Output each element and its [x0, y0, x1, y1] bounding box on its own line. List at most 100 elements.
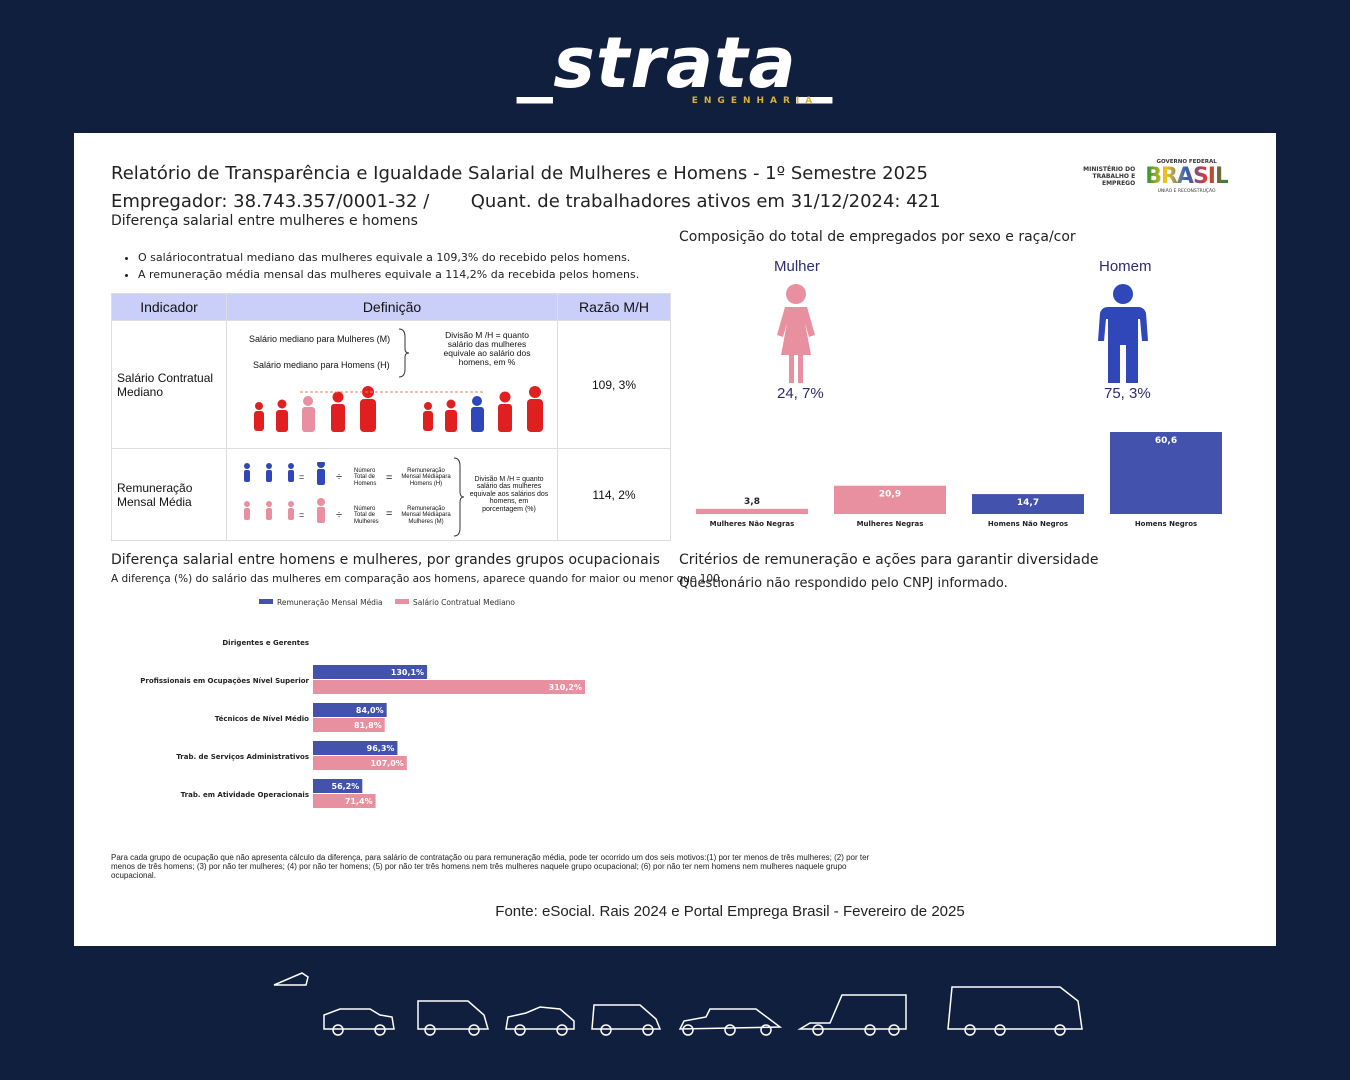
category-label: Profissionais em Ocupações Nível Superio… — [140, 677, 309, 685]
category-label: Homens Negros — [1135, 520, 1197, 528]
def-note: Divisão M /H = quanto salário das mulher… — [469, 475, 549, 513]
source-note: Fonte: eSocial. Rais 2024 e Portal Empre… — [495, 903, 965, 920]
bar — [313, 718, 385, 732]
category-label: Técnicos de Nível Médio — [215, 715, 309, 723]
legend-swatch — [259, 599, 273, 604]
rem-women-label: Remuneração Mensal Médiapara Mulheres (M… — [401, 505, 451, 525]
legend-label: Remuneração Mensal Média — [277, 598, 383, 607]
indicator-cell: Remuneração Mensal Média — [111, 448, 227, 541]
employer-line: Empregador: 38.743.357/0001-32 / Quant. … — [111, 188, 941, 216]
definition-cell: Salário mediano para Mulheres (M) Salári… — [226, 320, 558, 449]
occupations-title: Diferença salarial entre homens e mulher… — [111, 552, 660, 568]
bar-value-label: 107,0% — [370, 759, 403, 768]
svg-text:=: = — [299, 510, 304, 520]
federal-brand: GOVERNO FEDERAL BRASIL UNIÃO E RECONSTRU… — [1145, 159, 1229, 194]
occupations-subtitle: A diferença (%) do salário das mulheres … — [111, 573, 724, 585]
bar — [313, 741, 398, 755]
male-label: Homem — [1099, 258, 1152, 275]
ministry-label: MINISTÉRIO DO TRABALHO E EMPREGO — [1083, 166, 1136, 187]
bullet-median: O saláriocontratual mediano das mulheres… — [138, 249, 639, 266]
rem-men-label: Remuneração Mensal Médiapara Homens (H) — [401, 467, 451, 487]
num-men-label: Número Total de Homens — [354, 467, 377, 487]
def-women-median: Salário mediano para Mulheres (M) — [249, 333, 391, 344]
def-men-median: Salário mediano para Homens (H) — [253, 359, 390, 370]
logo-subtitle: ENGENHARIA — [691, 96, 819, 106]
bar-value-label: 96,3% — [367, 744, 395, 753]
bar-value-label: 20,9 — [879, 490, 901, 500]
female-label: Mulher — [774, 258, 820, 275]
bar-value-label: 60,6 — [1155, 436, 1177, 446]
bar-value-label: 3,8 — [744, 497, 760, 507]
vehicles-illustration — [273, 972, 1083, 1036]
active-workers: Quant. de trabalhadores ativos em 31/12/… — [470, 191, 941, 212]
bar — [313, 794, 376, 808]
svg-text:=: = — [299, 472, 304, 482]
bar-value-label: 310,2% — [549, 683, 582, 692]
bar — [972, 494, 1084, 514]
bar-value-label: 71,4% — [345, 797, 373, 806]
bar-value-label: 56,2% — [332, 782, 360, 791]
motto-label: UNIÃO E RECONSTRUÇÃO — [1157, 189, 1216, 194]
government-logo: MINISTÉRIO DO TRABALHO E EMPREGO GOVERNO… — [1073, 159, 1229, 194]
footnote: Para cada grupo de ocupação que não apre… — [111, 853, 870, 880]
category-label: Trab. de Serviços Administrativos — [176, 753, 309, 761]
federal-label: GOVERNO FEDERAL — [1156, 159, 1217, 165]
report-header: Relatório de Transparência e Igualdade S… — [111, 160, 941, 216]
header-ratio: Razão M/H — [557, 293, 671, 321]
bullet-mean: A remuneração média mensal das mulheres … — [138, 266, 639, 283]
composition-title: Composição do total de empregados por se… — [679, 229, 1076, 245]
bar-value-label: 130,1% — [391, 668, 424, 677]
legend-label: Salário Contratual Mediano — [413, 598, 515, 607]
bar-value-label: 81,8% — [354, 721, 382, 730]
salary-diff-title: Diferença salarial entre mulheres e home… — [111, 213, 418, 229]
definition-cell: ÷ ÷ = = Número Total de Homens Número Tota… — [226, 448, 558, 541]
male-figure-icon — [1098, 284, 1148, 383]
employer-id: Empregador: 38.743.357/0001-32 / — [111, 191, 430, 212]
category-label: Trab. em Atividade Operacionais — [181, 791, 309, 799]
header-indicator: Indicador — [111, 293, 227, 321]
legend-swatch — [395, 599, 409, 604]
table-row: Remuneração Mensal Média ÷ ÷ = = Número To… — [111, 448, 671, 541]
bar-value-label: 14,7 — [1017, 498, 1039, 508]
brasil-wordmark: BRASIL — [1145, 164, 1229, 189]
def-note: Divisão M /H = quanto salário das mulher… — [443, 329, 531, 367]
criteria-title: Critérios de remuneração e ações para ga… — [679, 552, 1099, 568]
equals-sign-1: = — [386, 471, 393, 484]
bar — [696, 508, 808, 514]
table-header-row: Indicador Definição Razão M/H — [111, 293, 671, 321]
brace-icon — [398, 328, 410, 377]
logo-wordmark: _strata_ — [517, 22, 833, 104]
brace-icon — [453, 457, 465, 536]
female-percentage: 24, 7% — [777, 385, 824, 402]
salary-diff-bullets: O saláriocontratual mediano das mulheres… — [124, 249, 639, 283]
header-definition: Definição — [226, 293, 558, 321]
num-women-label: Número Total de Mulheres — [354, 505, 379, 525]
bar — [313, 779, 363, 793]
category-label: Mulheres Negras — [857, 520, 924, 528]
table-row: Salário Contratual Mediano Salário media… — [111, 320, 671, 449]
report-title: Relatório de Transparência e Igualdade S… — [111, 163, 928, 184]
bar — [1110, 432, 1222, 514]
composition-bar-chart: 3,8 Mulheres Não Negras 20,9 Mulheres Negra… — [696, 432, 1222, 528]
category-label: Mulheres Não Negras — [710, 520, 795, 528]
bar — [313, 665, 428, 679]
category-label: Dirigentes e Gerentes — [222, 639, 309, 647]
bar — [834, 485, 946, 514]
people-formula-icon: ÷ ÷ = = — [244, 461, 342, 523]
ratio-cell: 109, 3% — [557, 320, 671, 449]
male-percentage: 75, 3% — [1104, 385, 1151, 402]
people-figures-icon — [254, 385, 543, 432]
bar-value-label: 84,0% — [356, 706, 384, 715]
female-figure-icon — [777, 284, 815, 383]
report-card: Relatório de Transparência e Igualdade S… — [74, 133, 1276, 946]
indicator-table: Indicador Definição Razão M/H Salário Co… — [111, 293, 671, 541]
svg-text:÷: ÷ — [336, 509, 342, 521]
equals-sign-2: = — [386, 507, 393, 520]
occupations-bar-chart: Remuneração Mensal Média Salário Contratu… — [140, 598, 585, 808]
bar — [313, 703, 387, 717]
criteria-text: Questionário não respondido pelo CNPJ in… — [679, 576, 1008, 591]
bar — [313, 756, 407, 770]
svg-text:÷: ÷ — [336, 471, 342, 483]
bar — [313, 680, 585, 694]
indicator-cell: Salário Contratual Mediano — [111, 320, 227, 449]
